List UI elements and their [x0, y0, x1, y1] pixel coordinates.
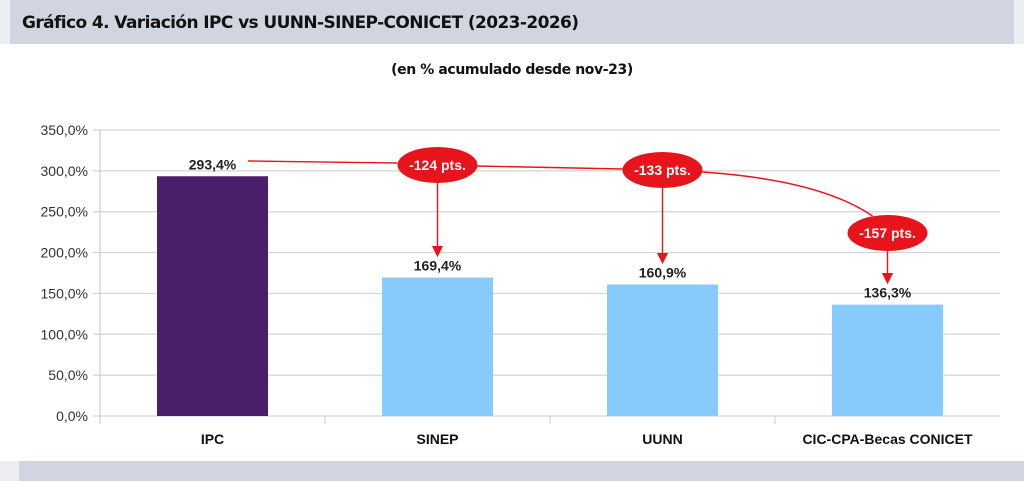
x-tick-label: SINEP — [416, 431, 458, 447]
data-label: 293,4% — [189, 156, 237, 172]
data-label: 160,9% — [639, 265, 687, 281]
y-tick-label: 50,0% — [48, 367, 88, 383]
annotation-badge — [847, 215, 928, 251]
chart-title: Gráfico 4. Variación IPC vs UUNN-SINEP-C… — [22, 13, 579, 33]
chart-subtitle: (en % acumulado desde nov-23) — [391, 62, 633, 78]
footer-panel — [19, 461, 1024, 481]
annotation-label: -133 pts. — [634, 162, 691, 178]
connector-line — [247, 160, 873, 217]
bar-ipc — [157, 176, 268, 416]
data-label: 136,3% — [864, 285, 912, 301]
bar-cic-cpa-becas-conicet — [832, 304, 943, 416]
bar-uunn — [607, 284, 718, 416]
bar-sinep — [382, 277, 493, 416]
footer-band — [0, 461, 1024, 481]
y-tick-label: 350,0% — [41, 122, 88, 138]
annotation-label: -124 pts. — [409, 157, 466, 173]
header-band — [0, 0, 1024, 44]
y-tick-label: 0,0% — [56, 408, 88, 424]
y-tick-label: 150,0% — [41, 285, 88, 301]
y-tick-label: 300,0% — [41, 163, 88, 179]
annotation-label: -157 pts. — [859, 225, 916, 241]
y-tick-label: 200,0% — [41, 245, 88, 261]
y-tick-label: 250,0% — [41, 204, 88, 220]
annotation-badge — [397, 147, 478, 183]
header-panel — [10, 0, 1014, 44]
x-tick-label: UUNN — [642, 431, 682, 447]
data-label: 169,4% — [414, 258, 462, 274]
annotation-badge — [622, 152, 703, 188]
x-tick-label: IPC — [201, 431, 224, 447]
y-tick-label: 100,0% — [41, 326, 88, 342]
x-tick-label: CIC-CPA-Becas CONICET — [802, 431, 973, 447]
